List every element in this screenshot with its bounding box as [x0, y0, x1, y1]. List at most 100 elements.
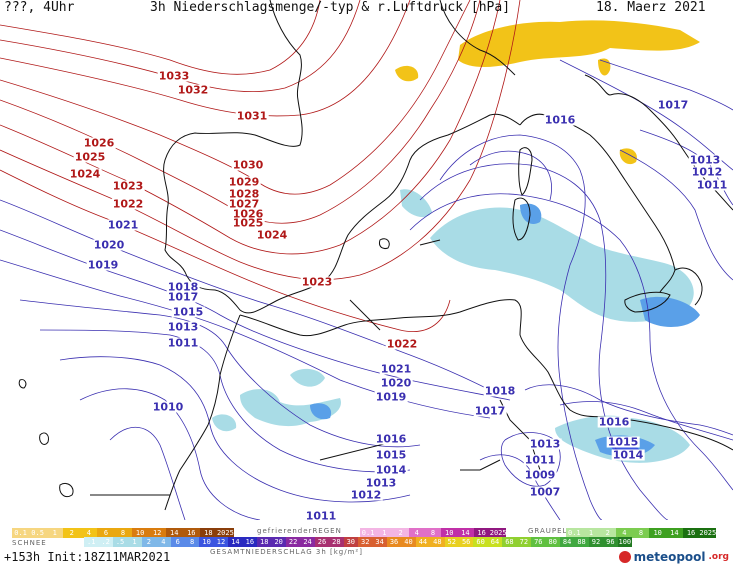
- legend-swatch: 1: [127, 537, 142, 547]
- isobar-label: 1031: [235, 109, 269, 123]
- legend-swatch: 4: [616, 528, 633, 538]
- isobar-label: 1017: [656, 98, 690, 112]
- legend-swatch: 1: [582, 528, 600, 538]
- logo-icon: [618, 551, 631, 563]
- isobar-label: 1013: [528, 437, 562, 451]
- legend-swatch: 14: [165, 528, 183, 538]
- isobar-label: 1020: [379, 376, 413, 390]
- legend-swatch: 4: [80, 528, 98, 538]
- valid-date: 18. Maerz 2021: [596, 0, 706, 15]
- isobar-label: 1009: [523, 468, 557, 482]
- legend-swatch: 2025+: [699, 528, 717, 538]
- isobar-label: 1011: [695, 178, 729, 192]
- isobar-label: 1022: [385, 337, 419, 351]
- legend-swatch: 84: [559, 537, 575, 547]
- map-title: 3h Niederschlagsmenge/-typ & r.Luftdruck…: [150, 0, 511, 15]
- run-hour-label: ???, 4Uhr: [4, 0, 75, 15]
- legend-swatch: 2: [63, 528, 81, 538]
- weather-map: [0, 0, 733, 520]
- legend-swatch: 88: [574, 537, 589, 547]
- legend-swatch: 72: [516, 537, 532, 547]
- isobar-label: 1018: [166, 280, 200, 294]
- legend-swatch: 96: [603, 537, 618, 547]
- legend-swatch: 80: [545, 537, 560, 547]
- isobar-label: 1015: [374, 448, 408, 462]
- legend-swatch: 48: [430, 537, 445, 547]
- isobar-label: 1013: [688, 153, 722, 167]
- isobar-label: 1012: [349, 488, 383, 502]
- legend-swatch: 12: [213, 537, 229, 547]
- legend-swatch: 16: [242, 537, 258, 547]
- legend-swatch: 40: [401, 537, 416, 547]
- isobar-label: 1016: [597, 415, 631, 429]
- isobar-label: 1015: [171, 305, 205, 319]
- legend-swatch: 18: [257, 537, 272, 547]
- rain-title: GESAMTNIEDERSCHLAG 3h [kg/m²]: [210, 548, 363, 556]
- legend-swatch: 60: [473, 537, 488, 547]
- legend-swatch: 16: [682, 528, 700, 538]
- isobar-label: 1016: [374, 432, 408, 446]
- legend-swatch: .5: [112, 537, 128, 547]
- isobar-label: 1010: [151, 400, 185, 414]
- legend-swatch: 8: [114, 528, 132, 538]
- isobar-label: 1033: [157, 69, 191, 83]
- legend-swatch: 64: [487, 537, 503, 547]
- isobar-label: 1025: [231, 216, 265, 230]
- isobar-label: 1018: [483, 384, 517, 398]
- legend-swatch: 2: [599, 528, 617, 538]
- freezing-rain-label: gefrierenderREGEN: [257, 527, 342, 535]
- legend-swatch: 12: [148, 528, 166, 538]
- isobar-label: 1011: [166, 336, 200, 350]
- rain-scale: .1.2.5 1 2 4 6 8 10 12 14 16 18 20 22 24 26 28 30 32 34 36 4…: [84, 537, 633, 547]
- isobar-label: 1023: [300, 275, 334, 289]
- legend-swatch: 2025+: [216, 528, 235, 538]
- legend-swatch: 14: [666, 528, 683, 538]
- legend-swatch: 20: [271, 537, 286, 547]
- legend-swatch: 2025+: [489, 528, 506, 538]
- isobar-label: 1012: [690, 165, 724, 179]
- legend-swatch: 16: [473, 528, 490, 538]
- legend-swatch: 14: [228, 537, 243, 547]
- legend-swatch: 10: [441, 528, 458, 538]
- legend-swatch: 16: [182, 528, 200, 538]
- legend-swatch: 18: [199, 528, 217, 538]
- logo-suffix: .org: [708, 552, 729, 562]
- isobar-label: 1022: [111, 197, 145, 211]
- legend-swatch: 0.1: [12, 528, 30, 538]
- legend-swatch: .1: [84, 537, 99, 547]
- legend-swatch: 56: [458, 537, 474, 547]
- legend-swatch: 2: [392, 528, 409, 538]
- logo-text: meteopool: [633, 550, 706, 564]
- isobar-label: 1014: [374, 463, 408, 477]
- meteopool-logo: meteopool .org: [618, 550, 729, 564]
- legend-swatch: 4: [408, 528, 425, 538]
- legend-swatch: 76: [531, 537, 546, 547]
- isobar-label: 1011: [304, 509, 338, 523]
- legend-swatch: 1: [46, 528, 64, 538]
- legend-swatch: 28: [329, 537, 344, 547]
- legend-swatch: 32: [358, 537, 373, 547]
- legend-swatch: 14: [457, 528, 474, 538]
- isobar-label: 1024: [68, 167, 102, 181]
- isobar-label: 1017: [473, 404, 507, 418]
- isobar-label: 1013: [364, 476, 398, 490]
- legend-swatch: 44: [415, 537, 431, 547]
- legend-swatch: 36: [386, 537, 402, 547]
- isobar-label: 1024: [255, 228, 289, 242]
- legend-swatch: 8: [184, 537, 200, 547]
- legend-swatch: 52: [444, 537, 459, 547]
- legend-swatch: 6: [170, 537, 185, 547]
- run-info: +153h Init:18Z11MAR2021: [4, 550, 171, 564]
- isobar-label: 1011: [523, 453, 557, 467]
- isobar-label: 1023: [111, 179, 145, 193]
- legend-swatch: 34: [372, 537, 387, 547]
- legend-swatch: 4: [156, 537, 171, 547]
- isobar-label: 1017: [166, 290, 200, 304]
- isobar-label: 1026: [82, 136, 116, 150]
- legend-swatch: 26: [314, 537, 330, 547]
- legend-swatch: 0.1: [360, 528, 377, 538]
